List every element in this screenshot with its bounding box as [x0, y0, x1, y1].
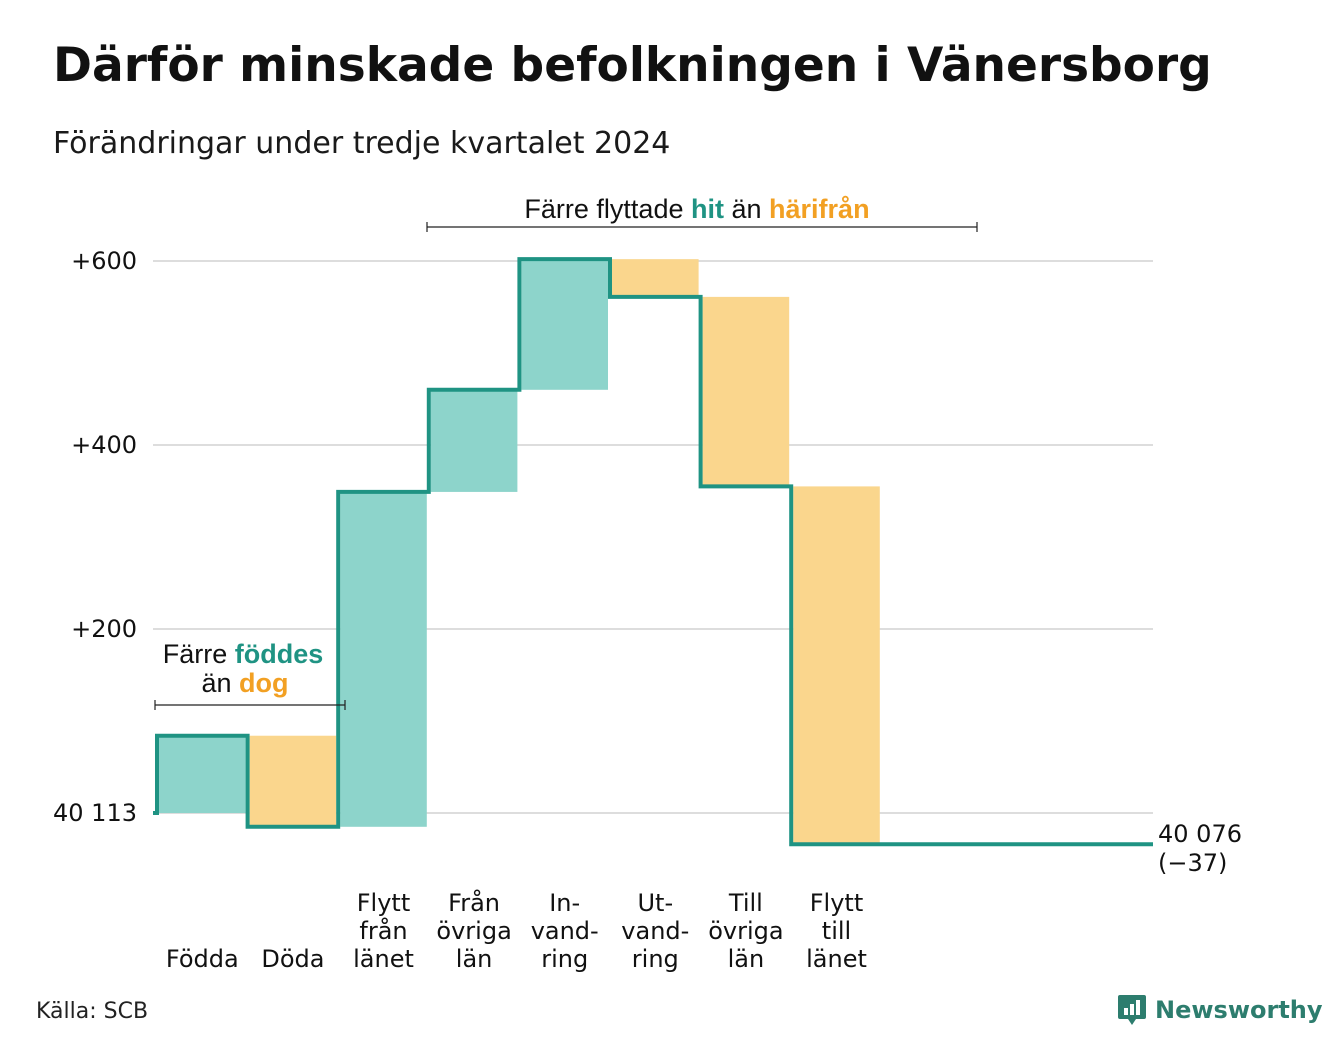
y-tick-label: +600: [71, 247, 137, 275]
category-label: från: [359, 916, 407, 945]
category-label: länet: [353, 945, 414, 973]
brand-name: Newsworthy: [1155, 996, 1323, 1024]
cumulative-step-line: [153, 257, 1153, 847]
category-label: Ut-: [637, 889, 673, 917]
waterfall-bar: [249, 735, 337, 827]
y-tick-label: +400: [71, 431, 137, 459]
waterfall-bar: [159, 735, 246, 813]
category-label: Födda: [166, 945, 239, 973]
category-label: Till: [728, 889, 763, 917]
category-label: Döda: [261, 945, 324, 973]
category-label: ring: [632, 945, 679, 973]
category-label: Flytt: [810, 889, 864, 917]
waterfall-bar: [793, 486, 880, 845]
y-tick-label: +200: [71, 615, 137, 643]
category-label: övriga: [708, 917, 783, 945]
migration-annotation: Färre flyttade hit än härifrån: [524, 194, 869, 224]
brand-logo: Newsworthy: [1117, 993, 1323, 1027]
newsworthy-icon: [1118, 995, 1146, 1025]
chart-subtitle: Förändringar under tredje kvartalet 2024: [53, 126, 671, 161]
waterfall-bar: [340, 491, 427, 827]
category-label: län: [728, 945, 765, 973]
category-label: till: [822, 917, 851, 945]
end-change-label: (−37): [1158, 849, 1227, 877]
category-label: övriga: [436, 917, 511, 945]
category-label: län: [456, 945, 493, 973]
waterfall-bar: [612, 259, 699, 297]
waterfall-bar: [430, 389, 518, 492]
waterfall-bar: [702, 296, 790, 487]
end-value-label: 40 076: [1158, 820, 1242, 848]
waterfall-bar: [521, 259, 608, 390]
category-label: länet: [806, 945, 867, 973]
births-annotation-line1: Färre föddes: [163, 639, 324, 669]
chart-title: Därför minskade befolkningen i Vänersbor…: [53, 38, 1212, 93]
births-annotation-line2: än dog: [201, 668, 288, 698]
category-label: ring: [541, 945, 588, 973]
category-label: In-: [549, 889, 580, 917]
source-label: Källa: SCB: [36, 999, 149, 1024]
category-label: vand-: [531, 917, 599, 945]
category-label: Från: [448, 888, 500, 917]
category-label: vand-: [621, 917, 689, 945]
y-tick-label: 40 113: [53, 799, 137, 827]
category-label: Flytt: [357, 889, 411, 917]
